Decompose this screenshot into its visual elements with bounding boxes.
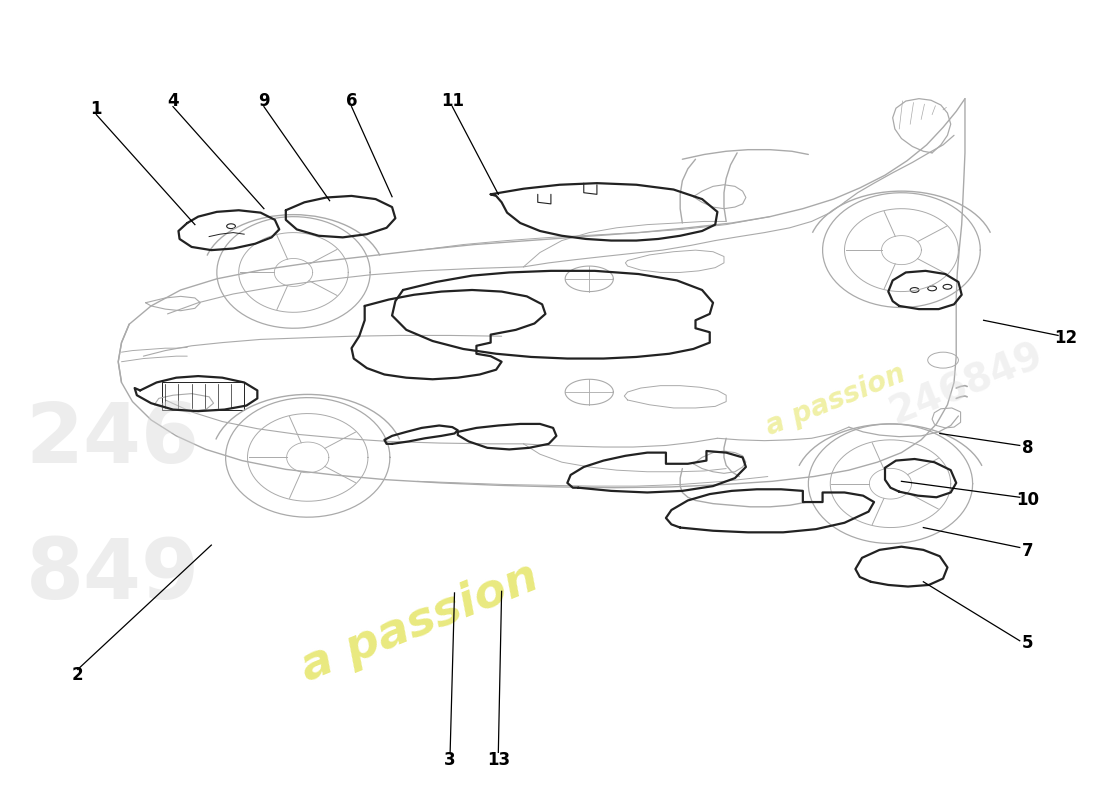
Text: 11: 11 [441, 92, 464, 110]
Text: a passion: a passion [761, 359, 910, 441]
Text: 13: 13 [487, 751, 510, 770]
Text: 1: 1 [90, 100, 102, 118]
Text: 2: 2 [72, 666, 84, 684]
Text: 4: 4 [167, 92, 179, 110]
Text: 246849: 246849 [884, 336, 1049, 432]
Text: 849: 849 [25, 535, 200, 616]
Text: 3: 3 [444, 751, 455, 770]
Text: 246: 246 [25, 399, 200, 480]
Text: a passion: a passion [294, 555, 546, 691]
Text: 10: 10 [1016, 490, 1038, 509]
Text: 7: 7 [1022, 542, 1033, 561]
Text: 6: 6 [345, 92, 358, 110]
Bar [162, 382, 244, 410]
Text: 12: 12 [1054, 329, 1077, 347]
Text: 8: 8 [1022, 439, 1033, 457]
Text: 5: 5 [1022, 634, 1033, 652]
Text: 9: 9 [258, 92, 270, 110]
